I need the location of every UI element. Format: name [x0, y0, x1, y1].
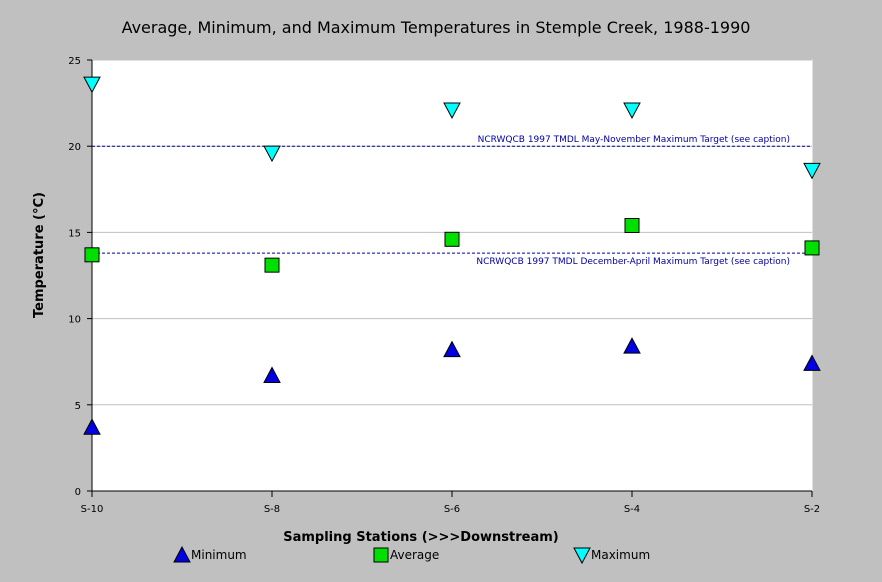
- legend-marker-minimum: [173, 545, 191, 563]
- legend: Minimum Average Maximum: [173, 545, 650, 565]
- data-points: [83, 76, 821, 435]
- plot-area: [91, 59, 813, 492]
- point-minimum: [443, 340, 461, 358]
- legend-label-average: Average: [390, 548, 439, 562]
- y-tick-label: 20: [68, 142, 81, 153]
- point-maximum: [623, 102, 641, 120]
- point-maximum: [263, 145, 281, 163]
- target-label: NCRWQCB 1997 TMDL December-April Maximum…: [476, 257, 790, 267]
- y-tick-label: 0: [75, 487, 81, 498]
- x-tick-label: S-6: [444, 504, 460, 515]
- point-average: [624, 218, 640, 234]
- x-tick-label: S-2: [804, 504, 820, 515]
- point-maximum: [803, 162, 821, 180]
- y-tick-label: 15: [68, 228, 81, 239]
- legend-marker-maximum: [573, 547, 591, 565]
- x-tick-label: S-8: [264, 504, 280, 515]
- point-average: [264, 257, 280, 273]
- point-average: [804, 240, 820, 256]
- y-tick-label: 10: [68, 315, 81, 326]
- chart-title: Average, Minimum, and Maximum Temperatur…: [122, 18, 751, 37]
- legend-marker-average: [373, 547, 389, 563]
- y-axis-title: Temperature (°C): [32, 192, 47, 318]
- point-minimum: [623, 337, 641, 354]
- point-minimum: [803, 354, 821, 371]
- point-average: [84, 247, 100, 263]
- point-minimum: [83, 418, 101, 435]
- point-average: [444, 231, 460, 247]
- legend-label-minimum: Minimum: [191, 548, 247, 562]
- x-tick-label: S-4: [624, 504, 640, 515]
- point-maximum: [443, 102, 461, 120]
- point-minimum: [263, 366, 281, 383]
- x-tick-label: S-10: [81, 504, 104, 515]
- point-maximum: [83, 76, 101, 94]
- target-label: NCRWQCB 1997 TMDL May-November Maximum T…: [478, 135, 790, 145]
- legend-label-maximum: Maximum: [591, 548, 650, 562]
- x-axis-title: Sampling Stations (>>>Downstream): [283, 530, 559, 545]
- y-tick-label: 25: [68, 56, 81, 67]
- reference-lines: NCRWQCB 1997 TMDL May-November Maximum T…: [92, 135, 812, 267]
- y-tick-label: 5: [75, 401, 81, 412]
